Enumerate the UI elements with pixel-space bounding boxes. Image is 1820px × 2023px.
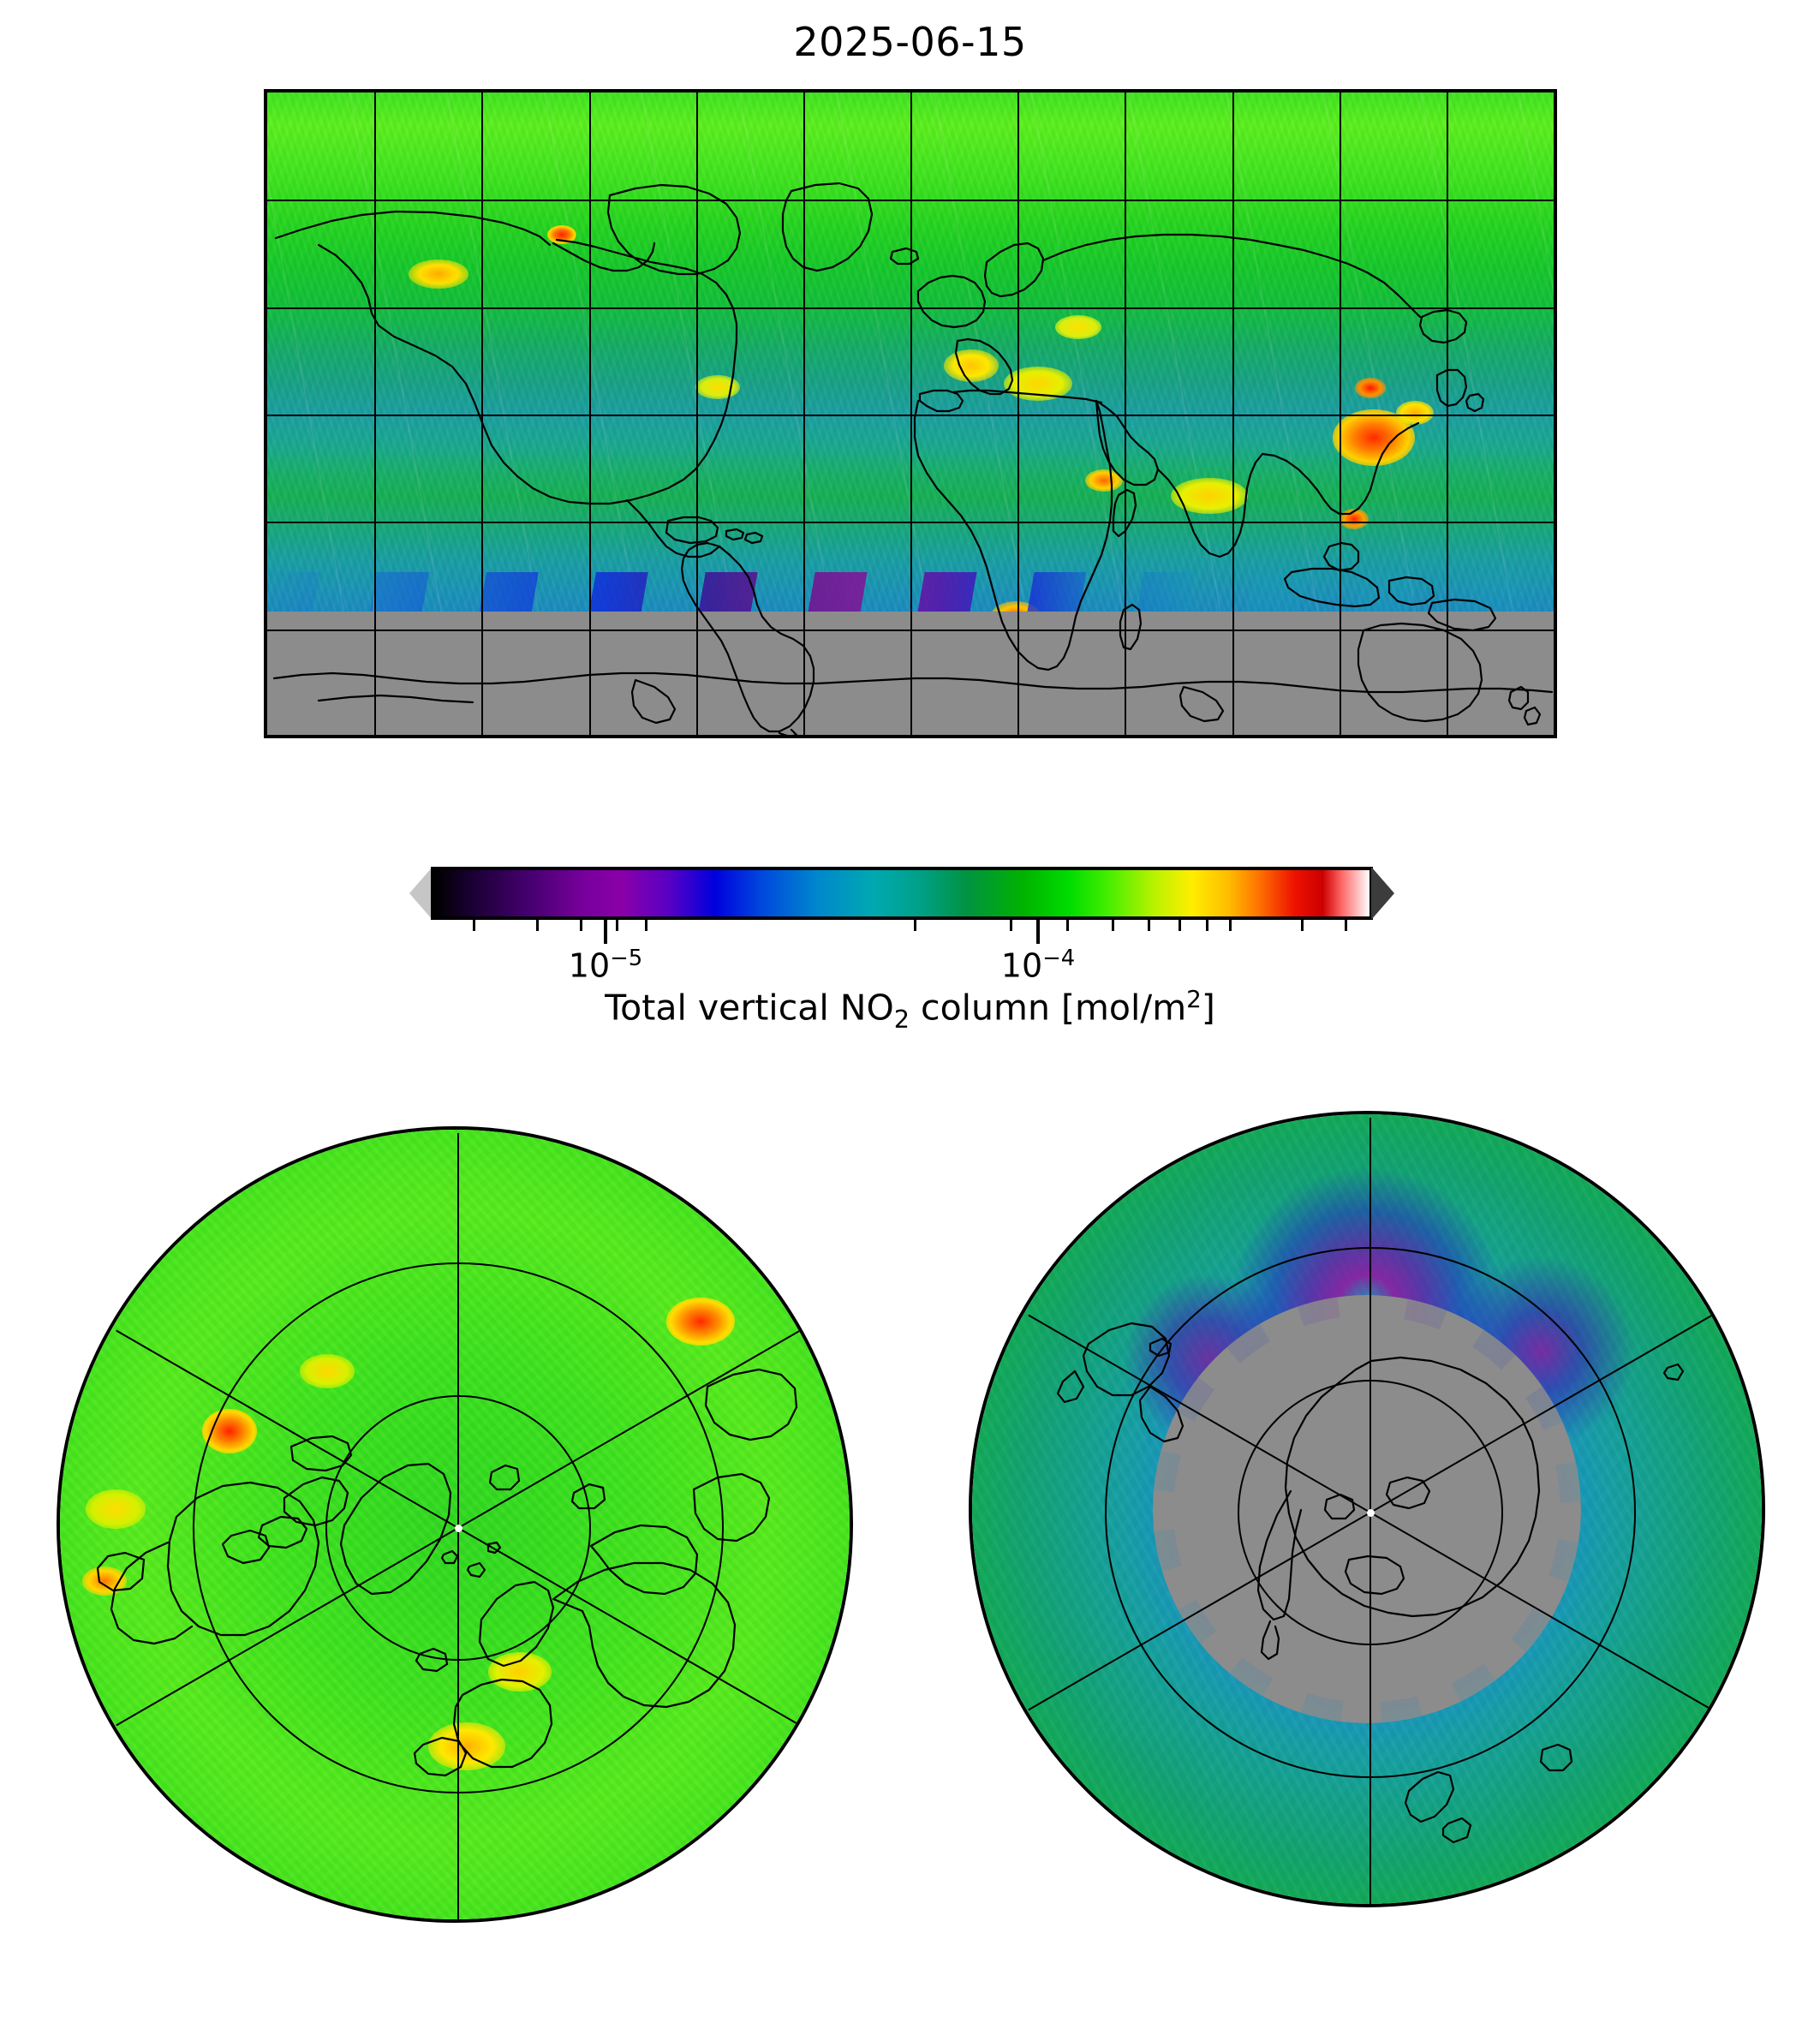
colorbar-axis-label: Total vertical NO2 column [mol/m2] [605,985,1215,1034]
south-polar-disc [969,1111,1765,1907]
north-pole-marker [454,1524,462,1532]
global-graticule [267,92,1554,735]
colorbar-minor-tick [1206,920,1208,931]
colorbar-minor-tick [1179,920,1181,931]
south-pole-marker [1366,1508,1375,1517]
colorbar-ticklabel-1e-5: 10−5 [568,946,643,985]
north-polar-graticule [60,1130,850,1919]
colorbar-minor-tick [616,920,618,931]
page-title: 2025-06-15 [793,19,1027,65]
north-polar-panel[interactable] [57,1126,853,1923]
colorbar-over-arrow [1371,867,1394,920]
colorbar-minor-tick [1229,920,1232,931]
south-polar-panel[interactable] [969,1111,1765,1907]
coastline-overlay [272,182,1554,735]
colorbar-minor-tick [1112,920,1114,931]
colorbar-major-tick-1e-5 [604,920,607,944]
colorbar-minor-tick [914,920,916,931]
colorbar-minor-tick [580,920,582,931]
south-polar-graticule [972,1114,1762,1904]
colorbar-minor-tick [1301,920,1304,931]
north-polar-disc [57,1126,853,1923]
colorbar-minor-tick [1066,920,1069,931]
colorbar-under-arrow [409,867,433,920]
colorbar-major-tick-1e-4 [1036,920,1040,944]
colorbar[interactable]: 10−5 10−4 [409,867,1394,985]
colorbar-minor-tick [473,920,475,931]
global-map-panel[interactable] [264,89,1557,738]
colorbar-minor-tick [1345,920,1347,931]
colorbar-minor-tick [645,920,647,931]
colorbar-ticklabel-1e-4: 10−4 [1000,946,1076,985]
colorbar-minor-tick [1148,920,1150,931]
colorbar-minor-tick [536,920,539,931]
colorbar-gradient [431,867,1373,920]
colorbar-minor-tick [1010,920,1012,931]
